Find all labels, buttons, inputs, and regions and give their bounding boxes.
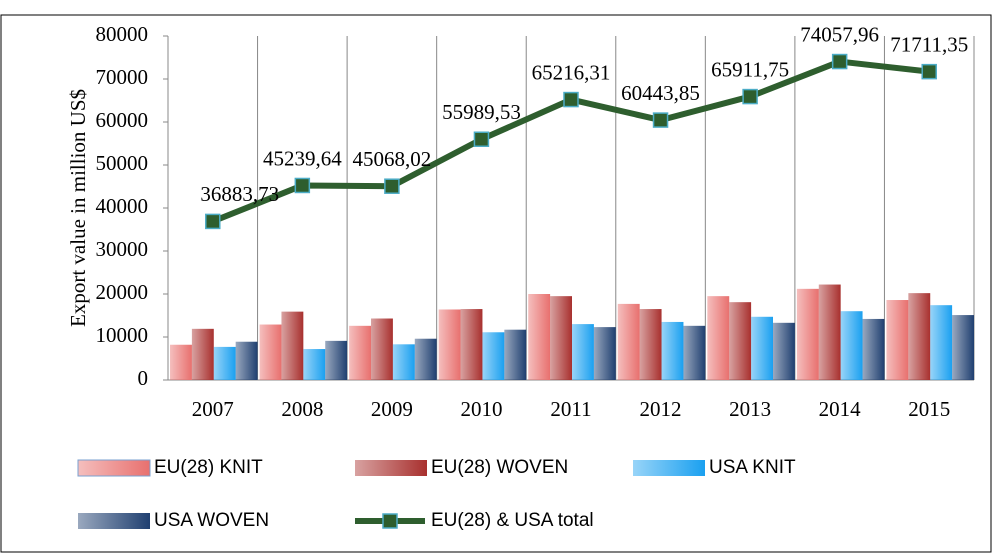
bar (325, 340, 348, 380)
bar (504, 329, 527, 380)
x-tick-label: 2007 (192, 397, 234, 421)
y-tick-label: 20000 (96, 280, 149, 304)
legend-marker (382, 513, 398, 529)
line-marker (473, 131, 490, 147)
bar (170, 344, 192, 380)
bar (683, 325, 706, 380)
data-label: 74057,96 (800, 22, 879, 46)
bar (414, 338, 437, 380)
y-tick-label: 30000 (96, 237, 149, 261)
x-tick-label: 2010 (460, 397, 502, 421)
data-label: 60443,85 (621, 81, 700, 105)
bar (952, 315, 974, 380)
bar (707, 296, 730, 380)
legend-swatch (355, 460, 427, 476)
x-tick-label: 2015 (908, 397, 950, 421)
bar (639, 309, 662, 380)
x-tick-label: 2013 (729, 397, 771, 421)
line-marker (831, 53, 848, 70)
data-label: 36883,73 (200, 182, 279, 206)
chart-border (0, 14, 992, 553)
y-tick-label: 80000 (96, 22, 149, 46)
data-label: 65911,75 (711, 57, 789, 81)
bar (303, 349, 326, 380)
line-marker (205, 213, 221, 230)
line-marker (563, 91, 579, 108)
legend-swatch (78, 513, 150, 529)
line-marker (384, 178, 400, 194)
legend-label: EU(28) KNIT (154, 457, 263, 478)
bar (617, 303, 640, 380)
x-tick-label: 2014 (819, 397, 862, 421)
bar (392, 344, 415, 380)
y-tick-label: 40000 (96, 194, 149, 218)
bar (796, 288, 819, 380)
bar (235, 341, 258, 380)
line-marker (921, 63, 937, 80)
legend-label: EU(28) & USA total (431, 510, 594, 531)
line (211, 58, 930, 225)
y-tick-label: 60000 (96, 108, 149, 132)
bar (661, 321, 684, 380)
bar (460, 309, 483, 380)
data-label: 71711,35 (890, 32, 968, 56)
bar (862, 318, 885, 380)
legend-label: USA KNIT (709, 457, 796, 478)
legend-label: USA WOVEN (154, 510, 269, 531)
legend-swatch (77, 459, 151, 477)
bar (482, 332, 505, 380)
data-label: 45068,02 (353, 147, 432, 171)
data-label: 65216,31 (532, 60, 611, 84)
bar (528, 294, 551, 380)
bar (593, 327, 616, 380)
bar (818, 284, 841, 380)
line-marker (742, 88, 758, 105)
bar (281, 311, 304, 380)
y-tick-label: 70000 (96, 65, 149, 89)
x-tick-label: 2009 (371, 397, 413, 421)
bar (729, 302, 752, 380)
x-tick-label: 2012 (640, 397, 682, 421)
bar (572, 324, 594, 380)
bar (349, 325, 371, 380)
y-tick-label: 10000 (96, 323, 149, 347)
y-tick-label: 0 (138, 366, 149, 390)
data-label: 55989,53 (442, 100, 521, 124)
bar (213, 346, 236, 380)
bar (371, 318, 393, 380)
bar (886, 300, 909, 380)
bar (438, 309, 461, 380)
bar (930, 305, 953, 380)
legend-label: EU(28) WOVEN (431, 457, 568, 478)
bar (259, 324, 282, 380)
bar (550, 296, 572, 380)
line-marker (294, 177, 311, 194)
data-label: 45239,64 (263, 146, 342, 170)
x-tick-label: 2008 (281, 397, 323, 421)
x-tick-label: 2011 (550, 397, 591, 421)
bar (191, 328, 214, 380)
bar (751, 316, 773, 380)
bar (773, 322, 795, 380)
line-marker (652, 112, 669, 128)
y-axis-label: Export value in million US$ (66, 89, 90, 327)
legend-swatch (633, 460, 705, 476)
y-tick-label: 50000 (96, 151, 149, 175)
bar (908, 293, 931, 380)
bar (840, 311, 863, 380)
